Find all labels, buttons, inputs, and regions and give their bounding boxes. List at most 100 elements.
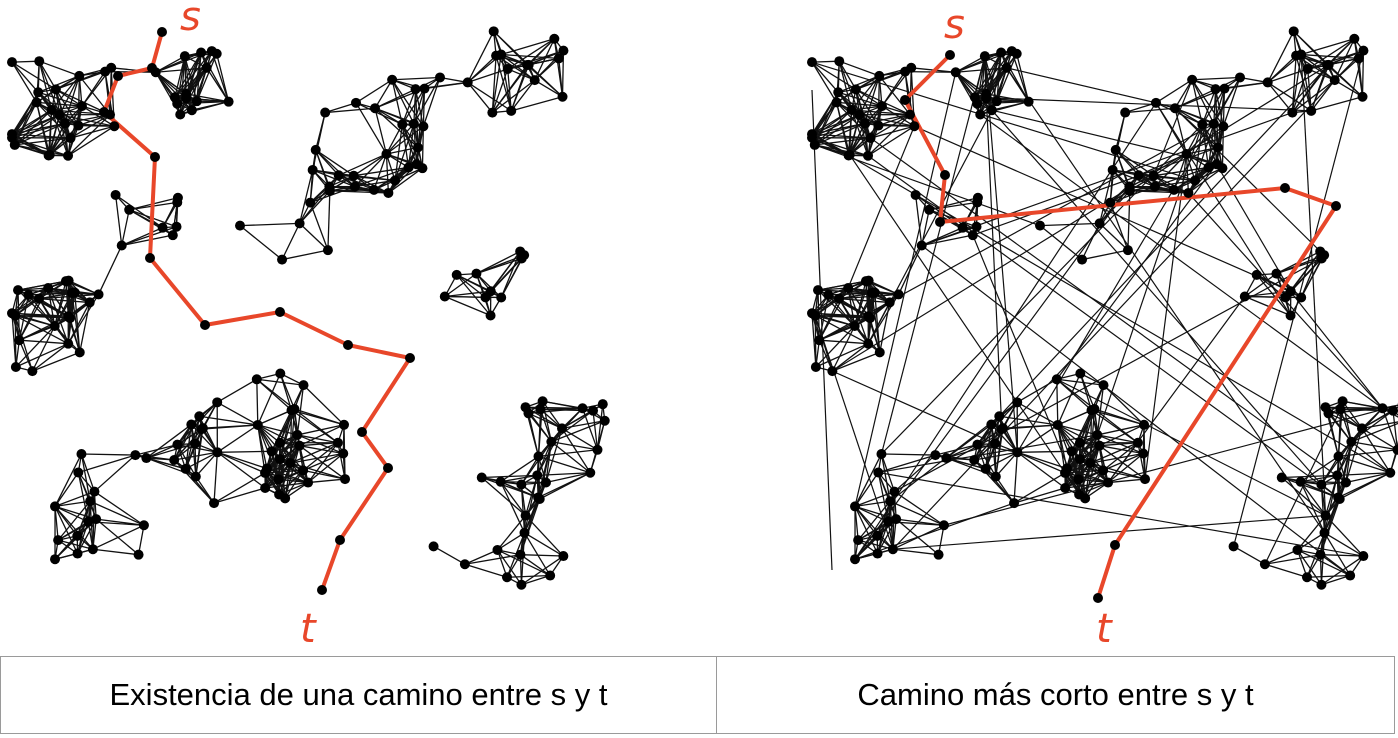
graph-edge — [289, 408, 296, 464]
graph-edge — [1300, 474, 1338, 483]
graph-edge — [294, 408, 339, 444]
graph-edge — [867, 125, 915, 157]
graph-node — [850, 554, 861, 565]
graph-node — [546, 436, 557, 447]
graph-edge — [1064, 445, 1100, 489]
graph-node — [1124, 181, 1135, 192]
graph-edge — [854, 506, 859, 541]
graph-edge — [528, 38, 555, 66]
graph-node — [357, 427, 367, 437]
graph-edge — [49, 125, 79, 156]
graph-edge — [464, 563, 508, 578]
graph-node — [1285, 310, 1296, 321]
graph-edge — [38, 60, 57, 90]
graph-edge — [307, 453, 344, 484]
graph-node — [523, 59, 534, 70]
graph-edge — [1013, 452, 1018, 504]
graph-node — [419, 83, 430, 94]
graph-edge — [1081, 249, 1129, 261]
graph-node — [957, 222, 968, 233]
graph-node — [502, 63, 513, 74]
graph-node — [1001, 62, 1012, 73]
graph-panel-shortest: s t — [807, 2, 1398, 652]
graph-node — [368, 184, 379, 195]
graph-edge — [78, 124, 115, 127]
graph-edge — [39, 298, 90, 304]
graph-edge — [201, 424, 258, 430]
graph-edge — [500, 474, 538, 483]
graph-node — [807, 308, 817, 319]
graph-edge — [11, 137, 69, 157]
graph-edge — [524, 532, 564, 557]
graph-edge — [1102, 442, 1139, 471]
graph-node — [275, 307, 285, 317]
caption-existence: Existencia de una camino entre s y t — [1, 657, 717, 733]
graph-node — [66, 288, 77, 299]
graph-edge — [467, 68, 508, 84]
graph-edge — [1094, 408, 1145, 426]
graph-node — [1140, 474, 1151, 485]
graph-node — [7, 57, 17, 68]
path-layer — [102, 31, 412, 591]
graph-edge — [495, 55, 512, 111]
graph-node — [935, 217, 945, 227]
graph-node — [940, 170, 950, 180]
graph-node — [172, 439, 183, 450]
graph-edge — [1077, 434, 1098, 480]
graph-edge — [312, 169, 356, 188]
graph-node — [1292, 544, 1303, 555]
graph-edge — [1214, 89, 1219, 148]
graph-node — [1107, 164, 1118, 175]
graph-node — [831, 97, 842, 108]
graph-shortcut-edge — [1016, 77, 1241, 453]
graph-edge — [135, 443, 178, 456]
graph-node — [266, 446, 277, 457]
graph-edge — [836, 101, 883, 107]
graph-node — [292, 429, 303, 440]
graph-edge — [879, 302, 891, 353]
graph-node — [84, 297, 95, 308]
graph-edge — [35, 102, 51, 155]
graph-node — [196, 424, 207, 435]
graph-edge — [50, 109, 69, 156]
graph-node — [196, 47, 207, 58]
graph-edge — [303, 384, 345, 426]
graph-edge — [998, 415, 1018, 453]
graph-edge — [986, 93, 1029, 103]
graph-node — [46, 104, 57, 115]
graph-edge — [1392, 410, 1398, 450]
graph-edge — [296, 385, 305, 436]
graph-shortcut-edge — [892, 514, 1326, 550]
graph-edge — [811, 137, 850, 156]
graph-edge — [507, 38, 555, 70]
graph-edge — [54, 505, 94, 550]
highlighted-path — [102, 31, 412, 591]
graph-edge — [217, 451, 268, 470]
graph-node — [34, 293, 45, 304]
graph-edge — [81, 105, 115, 127]
graph-edge — [185, 468, 215, 504]
graph-node — [843, 282, 854, 293]
graph-node — [488, 26, 499, 37]
graph-node — [1075, 437, 1086, 448]
graph-node — [418, 121, 429, 132]
graph-node — [252, 419, 263, 430]
graph-edge — [422, 77, 441, 127]
graph-edge — [394, 123, 415, 181]
graph-edge — [849, 105, 883, 156]
graph-edge — [596, 404, 604, 450]
graph-edge — [186, 93, 229, 103]
graph-edge — [946, 444, 978, 459]
graph-edge — [185, 451, 218, 470]
graph-node — [1353, 53, 1364, 64]
graph-node — [403, 162, 414, 173]
graph-edge — [198, 415, 218, 453]
graph-node — [1023, 96, 1034, 107]
graph-edge — [1099, 222, 1129, 251]
graph-edge — [401, 88, 417, 125]
graph-edge — [881, 453, 936, 456]
graph-edge — [206, 67, 230, 103]
graph-edge — [1281, 477, 1327, 517]
graph-node — [557, 423, 568, 434]
graph-node — [1120, 107, 1131, 118]
